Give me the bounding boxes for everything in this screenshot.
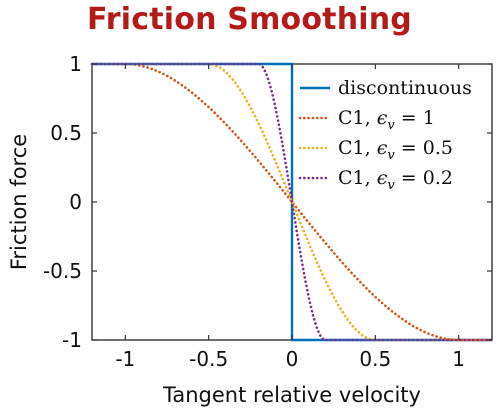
x-tick-label: 0.5 [359,347,391,371]
curves [90,62,494,342]
y-tick-label: 0.5 [50,121,82,145]
x-tick-label: 0 [286,347,299,371]
legend-label-3: C1, ϵv = 0.5 [338,137,453,163]
ticks: -1 -0.5 0 0.5 1 1 0.5 0 -0.5 -1 [43,52,492,371]
y-tick-label: 1 [69,52,82,76]
legend-label-1: discontinuous [338,77,472,99]
legend-label-2: C1, ϵv = 1 [338,107,435,133]
y-tick-label: -0.5 [43,259,82,283]
legend: discontinuous C1, ϵv = 1 C1, ϵv = 0.5 C1, ϵ… [298,77,472,193]
x-tick-label: -0.5 [189,347,228,371]
x-tick-label: -1 [115,347,135,371]
y-tick-label: 0 [69,190,82,214]
chart-title: Friction Smoothing [87,2,412,37]
x-axis-label: Tangent relative velocity [162,383,421,407]
series-line-4 [90,62,494,342]
x-tick-label: 1 [452,347,465,371]
y-tick-label: -1 [62,328,82,352]
legend-label-4: C1, ϵv = 0.2 [338,167,453,193]
series-line-2 [90,62,494,342]
y-axis-label: Friction force [7,134,31,270]
